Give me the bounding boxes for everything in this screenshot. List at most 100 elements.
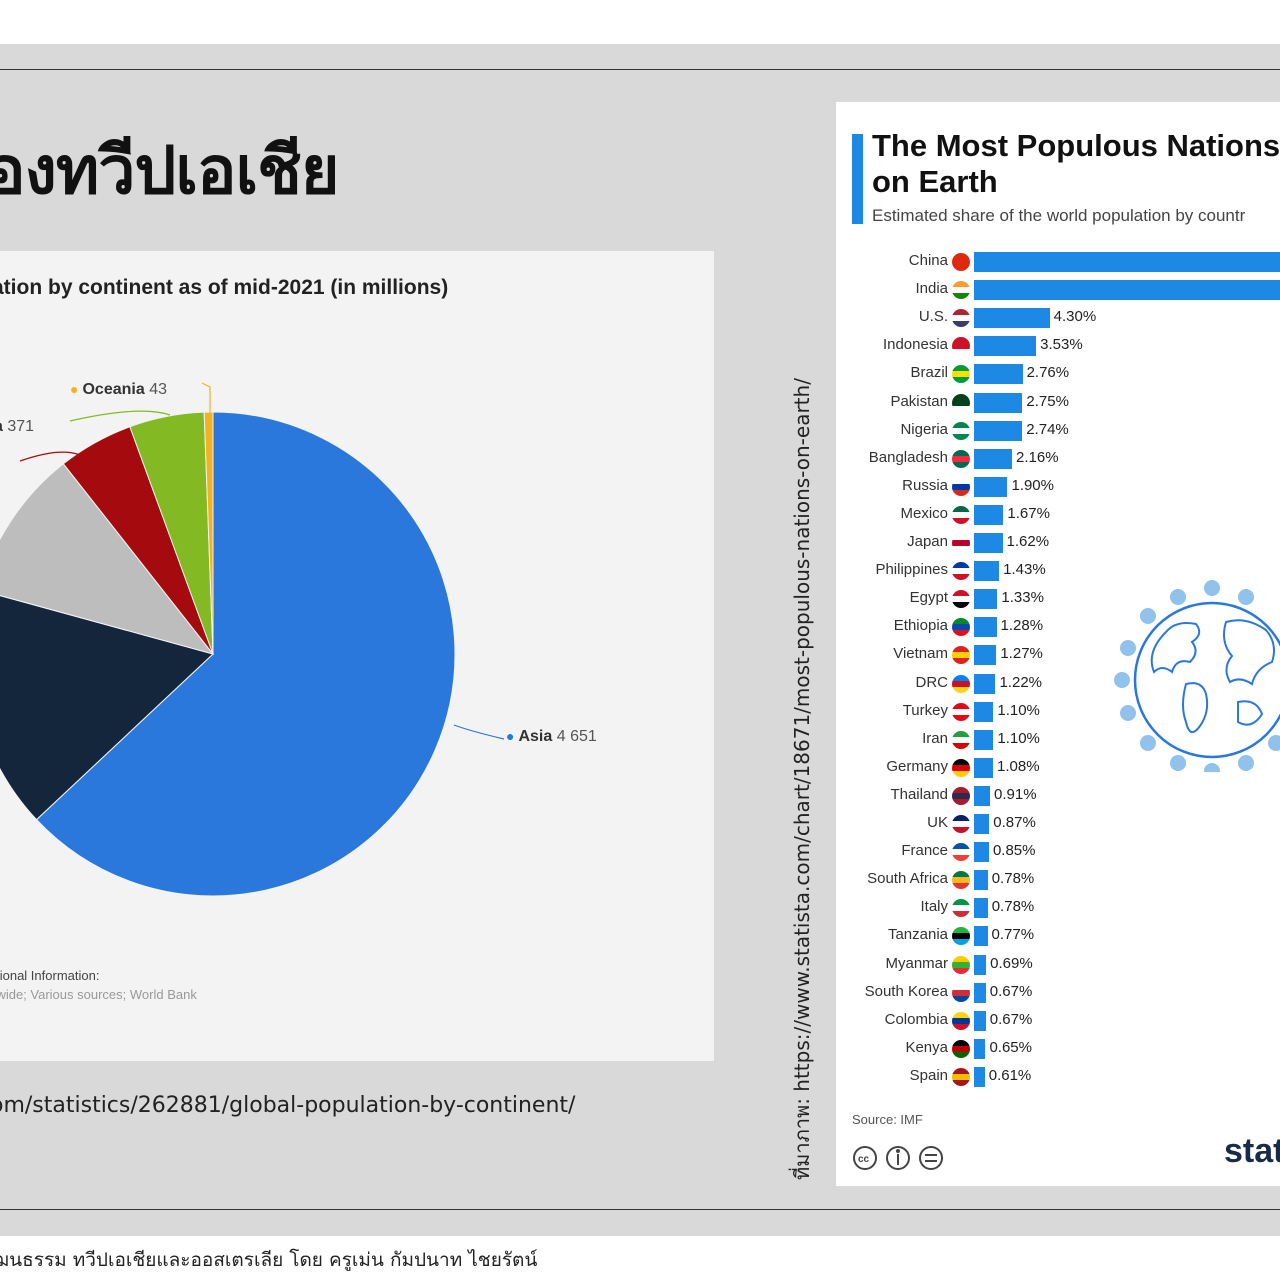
pie-slice-unlabeled-2 [0,463,215,655]
pie-source-link[interactable]: om/statistics/262881/global-population-b… [0,1093,576,1118]
country-label: Iran [922,729,948,747]
pie-label-asia: ● Asia 4 651 [506,728,597,746]
additional-info-text: rldwide; Various sources; World Bank [0,987,197,1002]
bar-row: U.S. 4.30% [836,304,1280,332]
infographic-subtitle: Estimated share of the world population … [872,206,1246,225]
bar [974,673,996,694]
flag-icon [952,955,970,974]
pie-label-oceania: ● Oceania 43 [70,381,167,399]
brand-logo: stati [1224,1132,1280,1170]
country-label: Spain [909,1066,948,1084]
flag-icon [952,927,970,946]
bar-row: Nigeria 2.74% [836,417,1280,445]
flag-icon [952,843,970,862]
asia-value: 4 651 [556,728,597,745]
bar-value-label: 0.91% [994,785,1037,803]
bar-value-label: 4.30% [1053,308,1097,326]
bar-value-label: 1.43% [1003,561,1046,579]
flag-icon [952,1011,970,1030]
flag-icon [952,674,970,693]
bar-row: Tanzania 0.77% [836,922,1280,950]
top-divider [0,69,1280,70]
country-label: U.S. [918,308,948,326]
svg-text:cc: cc [858,1154,870,1165]
pie-slice-unlabeled-1 [0,595,214,821]
bar-value-label: 0.65% [989,1038,1032,1056]
asia-legend-dot: ● [506,728,515,744]
bar-row: Thailand 0.91% [836,782,1280,810]
bar [974,336,1037,357]
bar-row: Spain 0.61% [836,1063,1280,1091]
pie-leader-line [201,382,211,413]
flag-icon [952,505,970,524]
pie-slice-asia [35,411,456,897]
flag-icon [952,337,970,356]
bar-value-label: 0.77% [991,926,1035,944]
flag-icon [952,983,970,1002]
bar-row: Philippines 1.43% [836,557,1280,585]
flag-icon [952,730,970,749]
pie-chart-title: ation by continent as of mid-2021 (in mi… [0,276,449,299]
bar [974,252,1280,272]
bar-value-label: 0.87% [993,814,1036,831]
title-accent-bar [852,134,863,224]
bar-value-label: 0.67% [989,982,1033,1000]
country-label: Egypt [909,589,948,607]
pie-leader-line [19,451,81,462]
country-label: Brazil [910,364,948,382]
bar-row: UK 0.87% [836,810,1280,838]
bar-row: South Africa 0.78% [836,866,1280,894]
globe-icon [1114,580,1280,772]
bar-row: Vietnam 1.27% [836,641,1280,669]
bar-value-label: 1.62% [1006,533,1050,550]
country-label: China [908,252,948,269]
infographic-source-link[interactable]: ที่มาภาพ: https://www.statista.com/chart… [790,378,814,1180]
flag-icon [952,702,970,721]
bar-value-label: 1.08% [997,757,1040,775]
country-label: Pakistan [890,392,948,410]
flag-icon [952,590,970,609]
country-label: Italy [920,898,948,916]
flag-icon [952,1067,970,1086]
bar-row: Egypt 1.33% [836,585,1280,613]
bar-value-label: 1.67% [1007,504,1050,522]
bottom-divider [0,1209,1280,1210]
flag-icon [952,899,970,918]
country-label: India [915,280,948,298]
bar [974,785,991,806]
bar-row: Colombia 0.67% [836,1007,1280,1035]
country-label: South Africa [867,870,948,888]
bar-value-label: 1.28% [1000,617,1044,635]
flag-icon [952,534,970,552]
bar [974,1038,986,1059]
country-label: Thailand [890,785,948,803]
country-label: DRC [915,673,949,691]
flag-icon [952,365,970,384]
flag-icon [952,393,970,412]
bar-row: Bangladesh 2.16% [836,445,1280,473]
bar-value-label: 1.27% [1000,645,1043,663]
bar [974,1066,985,1087]
bar [974,757,993,778]
bar-value-label: 1.90% [1011,476,1054,494]
bar-row: Italy 0.78% [836,894,1280,922]
bar [974,533,1003,553]
bar [974,926,988,947]
bar-value-label: 1.22% [999,673,1043,691]
country-label: Japan [907,533,948,550]
bar-value-label: 1.10% [997,729,1040,747]
oceania-legend-dot: ● [70,381,79,397]
bar-value-label: 0.78% [991,898,1035,916]
infographic-title: The Most Populous Nations on Earth [872,128,1280,199]
pie-chart [0,382,505,897]
bar-row: Indonesia 3.53% [836,332,1280,360]
bar-row: Ethiopia 1.28% [836,613,1280,641]
country-label: Ethiopia [893,617,948,635]
bar-row: Japan 1.62% [836,529,1280,557]
flag-icon [952,871,970,890]
bar [974,392,1023,413]
oceania-value: 43 [149,381,167,398]
country-label: Philippines [875,561,948,579]
country-label: Indonesia [882,336,948,354]
flag-icon [952,815,970,833]
